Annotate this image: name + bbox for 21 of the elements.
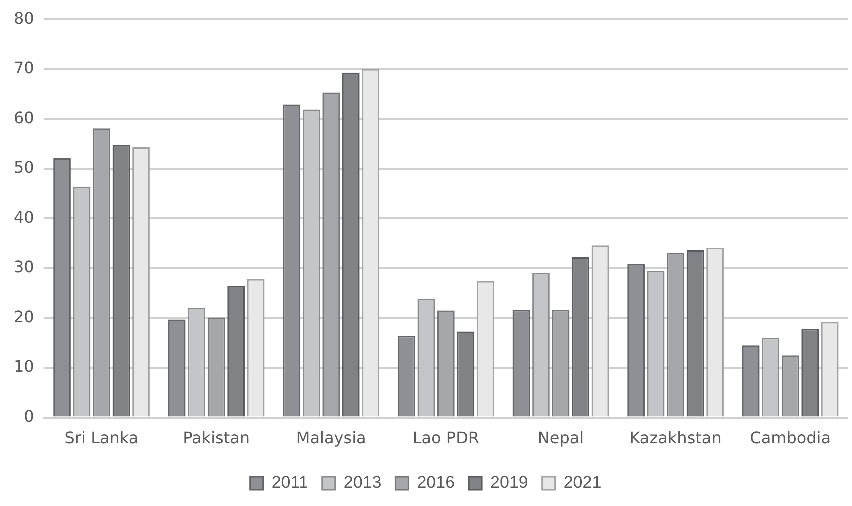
x-tick-label: Pakistan: [183, 428, 250, 448]
y-tick-label: 40: [14, 208, 34, 227]
x-tick-label: Kazakhstan: [630, 428, 722, 448]
legend-label: 2016: [417, 473, 456, 492]
y-tick-label: 70: [14, 58, 34, 78]
x-tick-label: Cambodia: [750, 428, 832, 448]
x-tick-label: Sri Lanka: [64, 428, 139, 448]
x-tick-label: Nepal: [538, 428, 584, 448]
y-tick-label: 80: [14, 8, 34, 28]
y-tick-label: 50: [14, 158, 34, 178]
y-tick-label: 60: [14, 108, 34, 128]
y-tick-label: 10: [14, 357, 34, 376]
legend-label: 2011: [272, 473, 308, 492]
y-tick-label: 0: [24, 406, 34, 426]
legend-label: 2019: [490, 473, 528, 492]
legend-label: 2021: [564, 473, 602, 492]
x-tick-label: Malaysia: [296, 428, 366, 448]
y-tick-label: 30: [14, 258, 34, 277]
legend-label: 2013: [344, 473, 382, 492]
y-tick-label: 20: [14, 307, 34, 326]
x-tick-label: Lao PDR: [412, 428, 480, 448]
